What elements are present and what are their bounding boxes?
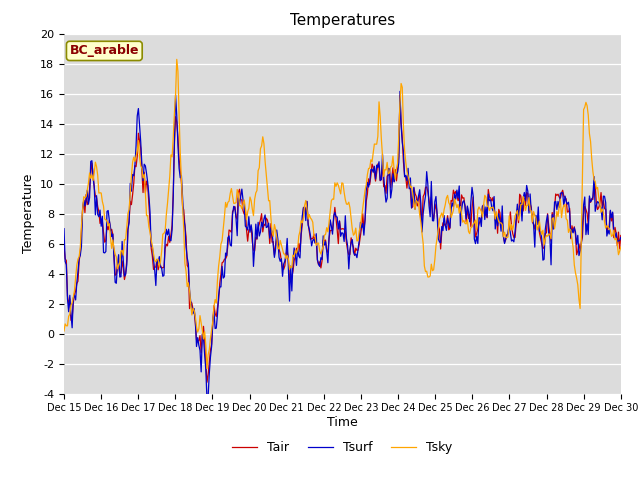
Tsky bbox=[401, 147, 408, 153]
Tsurf bbox=[472, 241, 479, 247]
Tsky bbox=[236, 203, 243, 209]
Tsurf bbox=[568, 226, 576, 232]
Tsurf bbox=[617, 235, 625, 240]
Tsurf bbox=[396, 88, 404, 94]
Tsurf bbox=[296, 255, 304, 261]
Tair bbox=[373, 169, 381, 175]
X-axis label: Time: Time bbox=[327, 416, 358, 429]
Tsky bbox=[203, 366, 211, 372]
Tsky bbox=[568, 236, 576, 241]
Tsurf bbox=[373, 162, 381, 168]
Line: Tsky: Tsky bbox=[64, 60, 621, 369]
Text: BC_arable: BC_arable bbox=[70, 44, 139, 58]
Tsurf bbox=[203, 396, 211, 402]
Tair bbox=[568, 223, 576, 228]
Y-axis label: Temperature: Temperature bbox=[22, 174, 35, 253]
Line: Tair: Tair bbox=[64, 96, 621, 382]
Tsky bbox=[374, 133, 381, 139]
Tsky bbox=[298, 218, 305, 224]
Legend: Tair, Tsurf, Tsky: Tair, Tsurf, Tsky bbox=[227, 436, 458, 459]
Tsurf bbox=[234, 195, 242, 201]
Tair bbox=[234, 190, 242, 195]
Tair bbox=[617, 233, 625, 239]
Line: Tsurf: Tsurf bbox=[64, 91, 621, 399]
Tair bbox=[401, 172, 408, 178]
Tsky bbox=[60, 328, 68, 334]
Tsky bbox=[617, 244, 625, 250]
Tair bbox=[60, 244, 68, 250]
Tair bbox=[203, 379, 211, 385]
Tsurf bbox=[401, 174, 408, 180]
Tsky bbox=[173, 57, 180, 62]
Title: Temperatures: Temperatures bbox=[290, 13, 395, 28]
Tair bbox=[472, 234, 479, 240]
Tsurf bbox=[60, 226, 68, 231]
Tair bbox=[296, 249, 304, 254]
Tsky bbox=[472, 217, 479, 223]
Tair bbox=[396, 93, 404, 98]
